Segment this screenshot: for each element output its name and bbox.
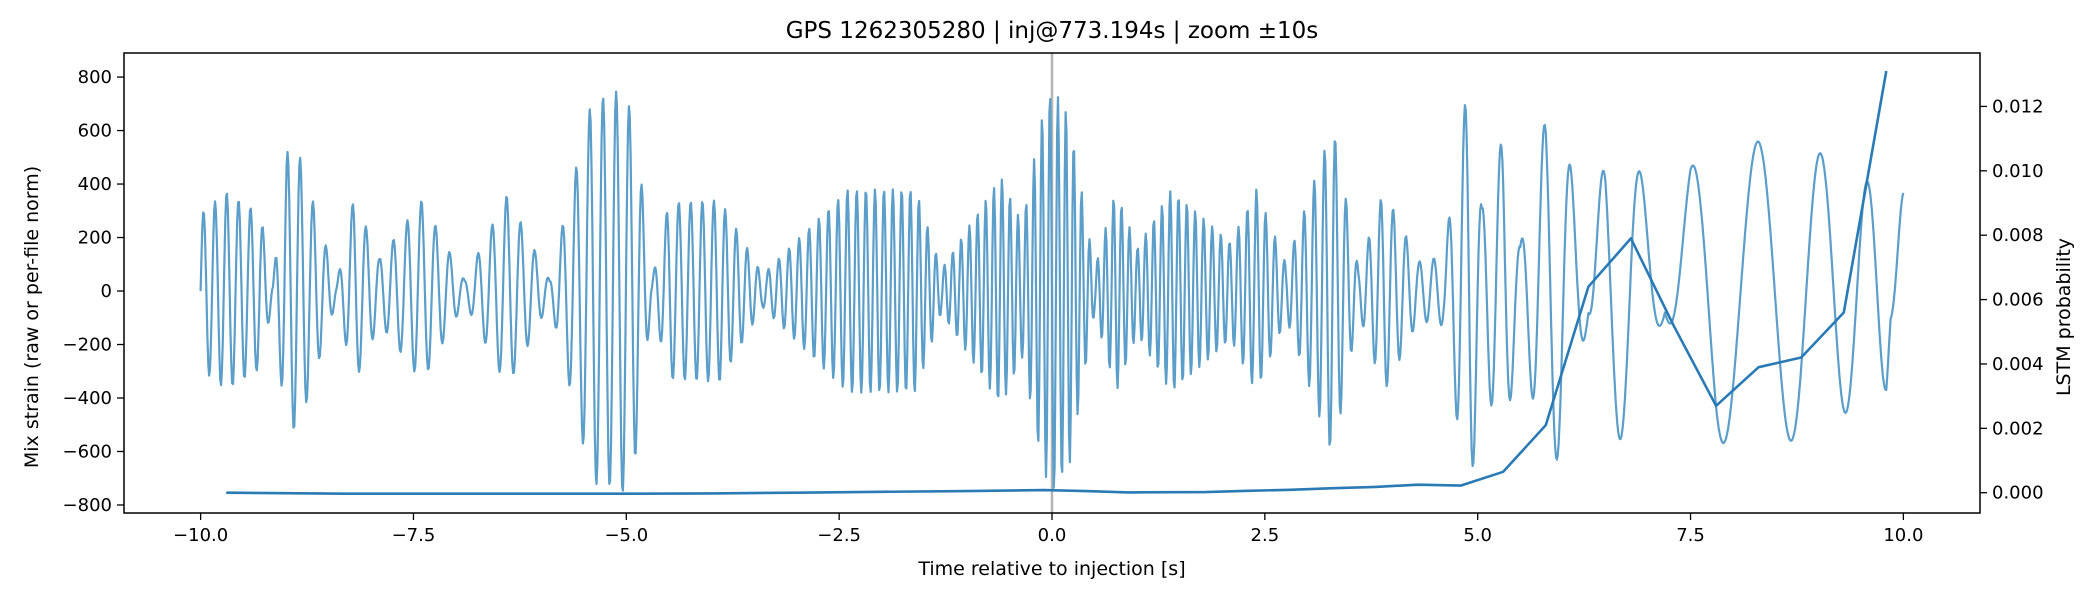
- x-axis-label: Time relative to injection [s]: [917, 558, 1185, 580]
- mix-strain-line: [199, 90, 1905, 492]
- x-tick-label: −10.0: [173, 525, 228, 546]
- x-tick-label: −2.5: [817, 525, 861, 546]
- y-right-tick-label: 0.004: [1992, 354, 2044, 375]
- x-tick-label: 0.0: [1038, 525, 1067, 546]
- x-tick-label: 10.0: [1883, 525, 1923, 546]
- y-left-tick-label: −600: [63, 441, 112, 462]
- y-left-tick-label: 600: [78, 121, 112, 142]
- y-right-tick-label: 0.010: [1992, 161, 2044, 182]
- y-left-tick-label: −800: [63, 495, 112, 516]
- x-tick-label: −7.5: [392, 525, 436, 546]
- x-tick-label: −5.0: [604, 525, 648, 546]
- y-right-tick-label: 0.002: [1992, 418, 2044, 439]
- y-right-tick-label: 0.000: [1992, 483, 2044, 504]
- x-tick-label: 2.5: [1251, 525, 1280, 546]
- y-right-tick-label: 0.008: [1992, 225, 2044, 246]
- y-right-tick-label: 0.012: [1992, 96, 2044, 117]
- axes: −10.0 −7.5 −5.0 −2.5 0.0 2.5 5.0 7.5 10.0 −800 −60…: [63, 52, 2044, 546]
- y-right-tick-label: 0.006: [1992, 290, 2044, 311]
- y-left-tick-label: 200: [78, 228, 112, 249]
- lstm-probability-line: [226, 70, 1888, 495]
- y-left-tick-label: 800: [78, 67, 112, 88]
- y-left-tick-label: −400: [63, 388, 112, 409]
- x-tick-label: 7.5: [1676, 525, 1705, 546]
- y-axis-right-label: LSTM probability: [2053, 238, 2075, 396]
- y-left-tick-label: −200: [63, 335, 112, 356]
- chart-title: GPS 1262305280 | inj@773.194s | zoom ±10…: [786, 18, 1319, 44]
- y-left-tick-label: 0: [101, 281, 112, 302]
- y-left-tick-label: 400: [78, 174, 112, 195]
- y-axis-left-label: Mix strain (raw or per-file norm): [21, 166, 43, 468]
- x-tick-label: 5.0: [1463, 525, 1492, 546]
- plot-area: [199, 53, 1905, 513]
